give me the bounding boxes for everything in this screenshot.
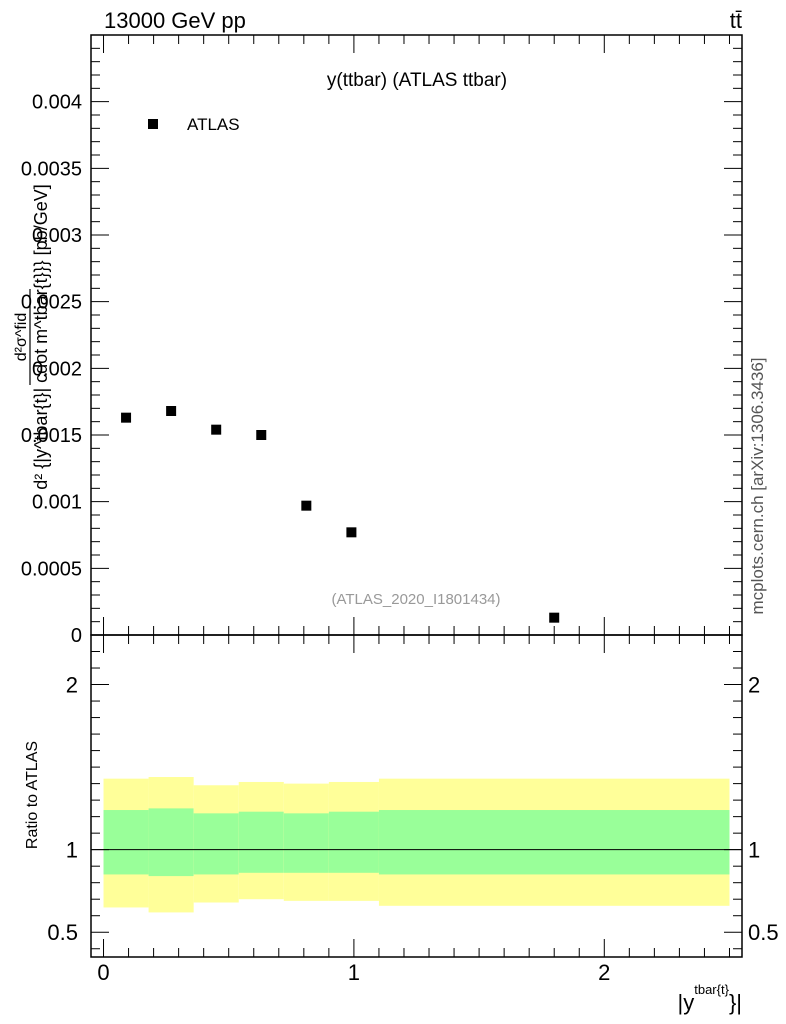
data-point: [121, 412, 132, 423]
main-y-tick-label: 0.002: [32, 358, 82, 380]
main-y-tick-label: 0.0015: [21, 425, 82, 447]
x-axis-label-tail: }|: [729, 990, 742, 1015]
main-y-label-denominator: d² {|y^tbar{t}| cdot m^tbar{t}}} [pb/GeV…: [31, 184, 51, 489]
main-y-tick-label: 0.001: [32, 492, 82, 514]
main-y-tick-label: 0.0035: [21, 158, 82, 180]
x-axis-label: |ytbar{t}}|: [678, 982, 742, 1015]
legend-marker: [148, 119, 158, 129]
ratio-band-inner: [103, 810, 149, 875]
legend-label: ATLAS: [187, 115, 240, 134]
x-tick-label: 0: [97, 960, 109, 985]
ratio-y-tick-label-right: 0.5: [748, 920, 779, 945]
side-credit: mcplots.cern.ch [arXiv:1306.3436]: [748, 357, 767, 614]
main-y-ticks: 0 0.0005 0.001 0.0015 0.002 0.0025 0.003 0.0035…: [21, 47, 742, 647]
data-point: [549, 612, 560, 623]
energy-label: 13000 GeV pp: [104, 8, 246, 33]
ratio-y-tick-label-right: 1: [748, 838, 760, 863]
ratio-plot: 0.5 0.5 1 1 2 2 Ratio to ATLAS: [24, 634, 779, 958]
ratio-y-tick-label: 0.5: [47, 920, 78, 945]
x-tick-label: 2: [598, 960, 610, 985]
ratio-band-inner: [283, 813, 329, 873]
x-axis-ticks: 0 1 2: [97, 35, 730, 985]
ratio-band-inner: [378, 810, 730, 875]
ratio-y-ticks: 0.5 0.5 1 1 2 2: [47, 651, 779, 950]
main-data-points: [121, 406, 560, 623]
main-y-tick-label: 0.0025: [21, 292, 82, 314]
x-tick-label: 1: [348, 960, 360, 985]
ratio-y-tick-label-right: 2: [748, 673, 760, 698]
ratio-band-inner: [328, 811, 379, 873]
ratio-y-tick-label: 1: [66, 838, 78, 863]
main-y-label-numerator: d²σ^fid: [13, 313, 30, 362]
ratio-bands: [103, 777, 730, 913]
main-y-axis-label: d²σ^fid d² {|y^tbar{t}| cdot m^tbar{t}}}…: [13, 184, 51, 489]
watermark: (ATLAS_2020_I1801434): [331, 591, 500, 608]
ratio-y-axis-label: Ratio to ATLAS: [24, 741, 41, 849]
x-axis-label-base: |y: [678, 990, 695, 1015]
ratio-band-inner: [238, 811, 284, 873]
main-y-tick-label: 0.003: [32, 225, 82, 247]
ratio-band-inner: [148, 808, 194, 877]
ratio-band-inner: [193, 813, 239, 875]
main-y-tick-label: 0.0005: [21, 558, 82, 580]
main-y-tick-label: 0: [71, 625, 82, 647]
data-point: [301, 500, 312, 511]
main-y-tick-label: 0.004: [32, 92, 82, 114]
data-point: [256, 430, 267, 440]
ratio-y-tick-label: 2: [66, 673, 78, 698]
data-point: [211, 424, 222, 435]
main-plot-title: y(ttbar) (ATLAS ttbar): [327, 70, 507, 91]
process-label: tt̄: [730, 8, 742, 33]
main-plot: y(ttbar) (ATLAS ttbar) (ATLAS_2020_I1801…: [13, 34, 743, 647]
x-axis-label-sup: tbar{t}: [694, 982, 729, 997]
ratio-plot-frame: [90, 634, 743, 958]
data-point: [346, 527, 357, 538]
data-point: [166, 406, 177, 416]
